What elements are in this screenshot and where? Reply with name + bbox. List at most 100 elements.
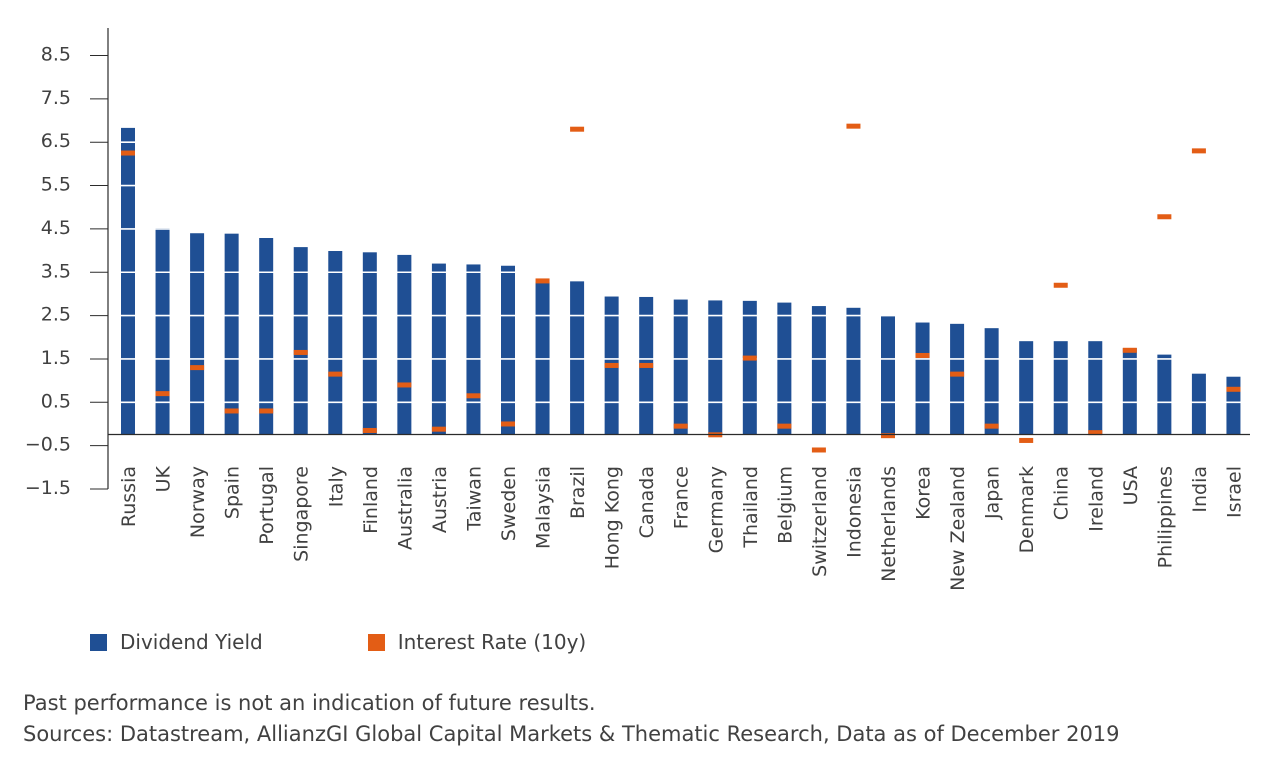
marker-interest-rate-ireland xyxy=(1088,430,1103,436)
y-tick-label: 0.5 xyxy=(41,390,71,412)
bar-dividend-yield-netherlands xyxy=(881,316,895,435)
bar-dividend-yield-japan xyxy=(984,328,999,435)
marker-interest-rate-israel xyxy=(1226,386,1241,392)
x-tick-label-hong-kong: Hong Kong xyxy=(602,466,624,569)
marker-interest-rate-korea xyxy=(915,352,930,358)
x-tick-label-thailand: Thailand xyxy=(740,466,762,549)
marker-interest-rate-uk xyxy=(155,391,170,397)
y-tick-label: 3.5 xyxy=(41,260,71,282)
x-tick-label-india: India xyxy=(1189,466,1211,513)
x-tick-label-austria: Austria xyxy=(429,466,451,533)
marker-interest-rate-canada xyxy=(639,362,654,368)
x-tick-label-switzerland: Switzerland xyxy=(809,466,831,577)
x-tick-label-finland: Finland xyxy=(360,466,382,534)
bar-dividend-yield-sweden xyxy=(501,265,515,435)
x-tick-label-usa: USA xyxy=(1120,466,1142,505)
marker-interest-rate-indonesia xyxy=(846,123,861,129)
y-tick-labels: 8.5 7.5 6.5 5.5 4.5 3.5 2.5 1.5 0.5 −0.5 −1.5 xyxy=(25,44,71,500)
legend-item-interest-rate: Interest Rate (10y) xyxy=(367,630,587,654)
x-tick-label-singapore: Singapore xyxy=(291,466,313,562)
bar-dividend-yield-korea xyxy=(915,322,930,435)
bar-dividend-yield-spain xyxy=(224,233,239,435)
legend: Dividend Yield Interest Rate (10y) xyxy=(90,630,691,654)
x-tick-label-italy: Italy xyxy=(325,466,347,507)
x-tick-label-korea: Korea xyxy=(913,466,935,520)
bar-dividend-yield-france xyxy=(673,299,688,435)
legend-swatch-dividend-yield xyxy=(90,633,107,651)
bar-dividend-yield-portugal xyxy=(259,238,274,435)
x-tick-label-new-zealand: New Zealand xyxy=(947,466,969,591)
marker-interest-rate-usa xyxy=(1122,347,1137,353)
legend-item-dividend-yield: Dividend Yield xyxy=(90,630,263,654)
marker-interest-rate-thailand xyxy=(742,355,757,361)
disclaimer-note: Past performance is not an indication of… xyxy=(23,691,596,715)
marker-interest-rate-spain xyxy=(224,408,239,414)
bar-dividend-yield-new-zealand xyxy=(950,323,965,435)
x-tick-label-norway: Norway xyxy=(187,466,209,538)
bar-dividend-yield-taiwan xyxy=(466,264,481,435)
bar-dividend-yield-israel xyxy=(1226,376,1241,435)
x-tick-label-malaysia: Malaysia xyxy=(533,466,555,549)
bar-dividend-yield-singapore xyxy=(293,247,308,435)
x-tick-label-israel: Israel xyxy=(1223,466,1245,518)
y-tick-label: 4.5 xyxy=(41,217,71,239)
marker-interest-rate-norway xyxy=(190,365,205,371)
marker-interest-rate-brazil xyxy=(570,126,585,132)
marker-interest-rate-china xyxy=(1053,282,1068,288)
marker-interest-rate-netherlands xyxy=(881,433,895,439)
bar-dividend-yield-germany xyxy=(708,300,723,435)
marker-interest-rate-taiwan xyxy=(466,393,481,399)
bar-dividend-yield-belgium xyxy=(777,302,792,435)
bar-dividend-yield-norway xyxy=(190,233,205,435)
y-tick-label: 2.5 xyxy=(41,304,71,326)
marker-interest-rate-denmark xyxy=(1019,437,1034,443)
marker-interest-rate-new-zealand xyxy=(950,371,965,377)
bar-dividend-yield-ireland xyxy=(1088,341,1103,435)
marker-interest-rate-belgium xyxy=(777,423,792,429)
legend-label-dividend-yield: Dividend Yield xyxy=(120,630,263,654)
x-tick-label-russia: Russia xyxy=(118,466,140,527)
marker-interest-rate-japan xyxy=(984,423,999,429)
x-tick-label-china: China xyxy=(1051,466,1073,520)
x-tick-label-denmark: Denmark xyxy=(1016,466,1038,553)
bar-dividend-yield-uk xyxy=(155,228,170,435)
marker-interest-rate-france xyxy=(673,423,688,429)
marker-interest-rate-malaysia xyxy=(535,278,550,284)
x-tick-label-philippines: Philippines xyxy=(1154,466,1176,568)
x-tick-label-taiwan: Taiwan xyxy=(463,466,485,532)
x-tick-label-indonesia: Indonesia xyxy=(843,466,865,558)
legend-swatch-interest-rate xyxy=(367,633,385,651)
x-tick-labels: Russia UK Norway Spain Portugal Singapore Ital… xyxy=(118,465,1245,590)
x-tick-label-belgium: Belgium xyxy=(774,466,796,544)
bar-dividend-yield-india xyxy=(1191,373,1206,435)
y-tick-label: −0.5 xyxy=(25,434,71,456)
x-tick-label-uk: UK xyxy=(153,465,175,492)
marker-interest-rate-sweden xyxy=(501,421,515,427)
marker-interest-rate-hong-kong xyxy=(604,362,619,368)
y-tick-label: 6.5 xyxy=(41,130,71,152)
chart-plot: 8.5 7.5 6.5 5.5 4.5 3.5 2.5 1.5 0.5 −0.5 −1.5 Russ… xyxy=(25,28,1250,591)
x-tick-label-ireland: Ireland xyxy=(1085,466,1107,532)
marker-interest-rate-finland xyxy=(362,427,377,433)
y-tick-label: 7.5 xyxy=(41,87,71,109)
marker-interest-rate-singapore xyxy=(293,349,308,355)
bar-dividend-yield-china xyxy=(1053,341,1068,435)
y-tick-label: 8.5 xyxy=(41,44,71,66)
marker-interest-rate-australia xyxy=(397,382,412,388)
x-tick-label-portugal: Portugal xyxy=(256,466,278,545)
axes xyxy=(90,28,1250,490)
footnotes: Past performance is not an indication of… xyxy=(23,688,1120,750)
bar-dividend-yield-brazil xyxy=(570,281,585,435)
bar-dividend-yield-denmark xyxy=(1019,341,1034,435)
y-tick-label: 5.5 xyxy=(41,174,71,196)
marker-interest-rate-austria xyxy=(431,426,446,432)
bar-dividend-yield-philippines xyxy=(1157,354,1172,435)
bar-dividend-yield-thailand xyxy=(742,300,757,435)
y-tick-label: 1.5 xyxy=(41,347,71,369)
y-tick-label: −1.5 xyxy=(25,477,71,499)
x-tick-label-germany: Germany xyxy=(705,466,727,553)
x-tick-label-canada: Canada xyxy=(636,466,658,538)
sources-note: Sources: Datastream, AllianzGI Global Ca… xyxy=(23,722,1120,746)
bar-dividend-yield-austria xyxy=(431,263,446,435)
legend-label-interest-rate: Interest Rate (10y) xyxy=(397,630,587,654)
